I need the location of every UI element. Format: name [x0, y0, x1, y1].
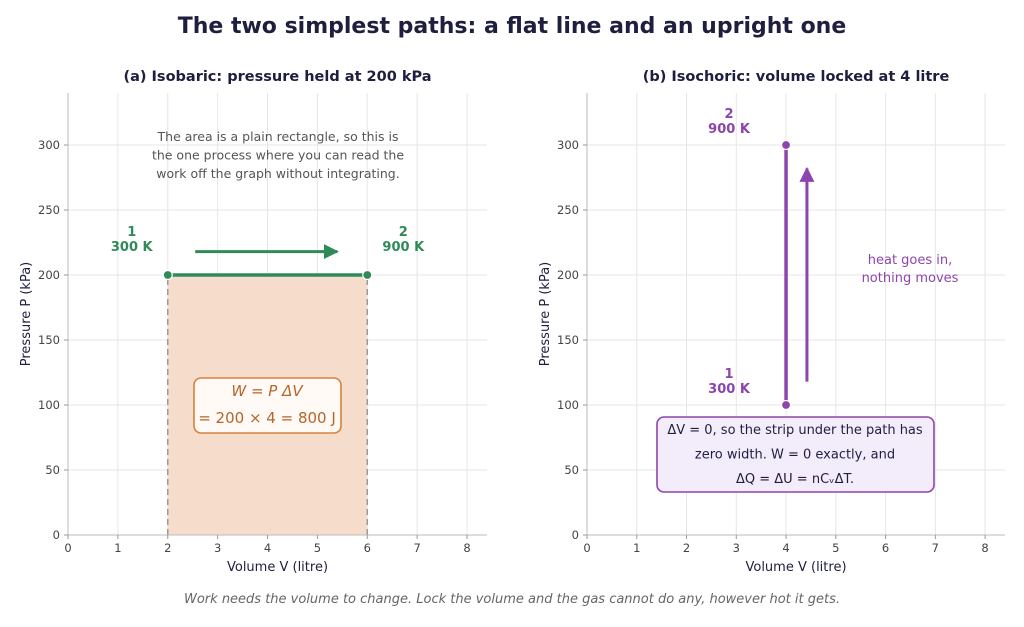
formula-line: zero width. W = 0 exactly, and: [695, 448, 895, 463]
y-tick-label: 100: [38, 398, 60, 412]
y-axis-label: Pressure P (kPa): [538, 262, 553, 367]
x-tick-label: 3: [733, 541, 740, 555]
formula-line: ΔV = 0, so the strip under the path has: [667, 423, 923, 438]
x-tick-label: 2: [683, 541, 690, 555]
x-tick-label: 4: [264, 541, 271, 555]
annotation-line: The area is a plain rectangle, so this i…: [157, 129, 399, 144]
annotation-line: the one process where you can read the: [152, 148, 404, 163]
x-tick-label: 8: [463, 541, 470, 555]
x-tick-label: 6: [364, 541, 371, 555]
y-tick-label: 150: [557, 333, 579, 347]
state-label-2: 2: [725, 107, 734, 122]
y-tick-label: 200: [38, 268, 60, 282]
annotation-line: nothing moves: [862, 271, 959, 286]
formula-box: [193, 377, 342, 434]
x-axis-label: Volume V (litre): [745, 560, 846, 575]
x-tick-label: 5: [314, 541, 321, 555]
y-tick-label: 150: [38, 333, 60, 347]
x-tick-label: 8: [981, 541, 988, 555]
y-tick-label: 250: [557, 203, 579, 217]
footer-caption: Work needs the volume to change. Lock th…: [184, 592, 840, 607]
state-point-2: [780, 139, 792, 151]
annotation-line: work off the graph without integrating.: [156, 166, 399, 181]
y-tick-label: 50: [564, 463, 579, 477]
state-label-2: 2: [399, 225, 408, 240]
y-axis-label: Pressure P (kPa): [19, 262, 34, 367]
x-tick-label: 3: [214, 541, 221, 555]
formula-line: W = P ΔV: [231, 382, 304, 400]
state-point-1: [162, 269, 173, 281]
state-temp-2: 900 K: [382, 240, 425, 255]
x-tick-label: 0: [64, 541, 71, 555]
y-tick-label: 300: [557, 138, 579, 152]
y-tick-label: 300: [38, 138, 60, 152]
x-tick-label: 2: [164, 541, 171, 555]
state-label-1: 1: [725, 367, 734, 382]
y-tick-label: 0: [53, 528, 60, 542]
chart-panel-a: 0 1 2 3 4 5 6 7 8 0 50 100 150 200 250 300 Volume V (lit…: [19, 69, 487, 575]
formula-box: [656, 416, 935, 493]
y-tick-label: 100: [557, 398, 579, 412]
state-label-1: 1: [127, 225, 136, 240]
chart-title: (a) Isobaric: pressure held at 200 kPa: [123, 69, 431, 85]
x-tick-label: 0: [583, 541, 590, 555]
state-point-2: [362, 269, 373, 281]
y-tick-label: 0: [572, 528, 579, 542]
x-axis-label: Volume V (litre): [227, 560, 328, 575]
state-temp-2: 900 K: [708, 122, 751, 137]
x-tick-label: 4: [782, 541, 789, 555]
x-tick-label: 6: [882, 541, 889, 555]
chart-title: (b) Isochoric: volume locked at 4 litre: [643, 69, 950, 85]
state-point-1: [780, 399, 792, 411]
formula-line: ΔQ = ΔU = nCᵥΔT.: [736, 472, 854, 487]
y-tick-label: 50: [45, 463, 60, 477]
y-tick-label: 200: [557, 268, 579, 282]
x-tick-label: 5: [832, 541, 839, 555]
x-tick-label: 1: [114, 541, 121, 555]
state-temp-1: 300 K: [708, 382, 751, 397]
state-temp-1: 300 K: [111, 240, 154, 255]
y-tick-label: 250: [38, 203, 60, 217]
x-tick-label: 1: [633, 541, 640, 555]
chart-panel-b: 0 1 2 3 4 5 6 7 8 0 50 100 150 200 250 300 Volume V (lit…: [538, 69, 1005, 575]
x-tick-label: 7: [414, 541, 421, 555]
annotation-line: heat goes in,: [868, 253, 953, 268]
formula-line: = 200 × 4 = 800 J: [198, 409, 336, 427]
x-tick-label: 7: [932, 541, 939, 555]
page-title: The two simplest paths: a flat line and …: [177, 14, 847, 39]
